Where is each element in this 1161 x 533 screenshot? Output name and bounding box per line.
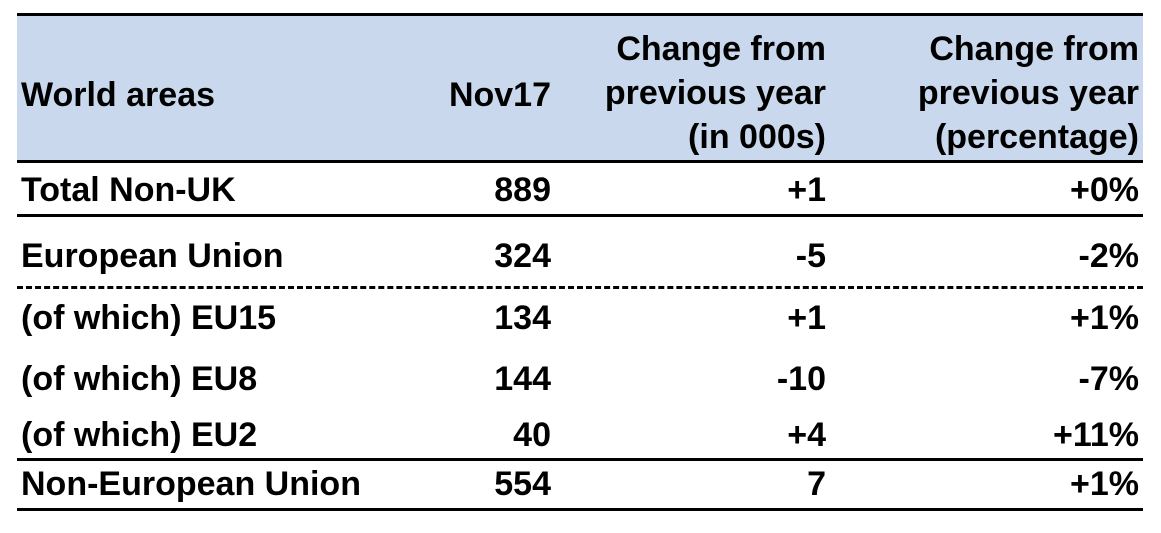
table-row-european-union: European Union 324 -5 -2%	[17, 217, 1143, 289]
table-row-total-non-uk: Total Non-UK 889 +1 +0%	[17, 163, 1143, 217]
row-nov17-value: 889	[494, 171, 551, 209]
row-area-label: European Union	[21, 237, 284, 275]
row-area-label: (of which) EU15	[21, 299, 277, 337]
row-change-000s-value: -5	[795, 237, 826, 275]
row-nov17-value: 554	[494, 465, 551, 503]
row-change-pct-value: -2%	[1078, 237, 1139, 275]
row-change-pct-value: +1%	[1070, 465, 1139, 503]
header-change-pct-line-3: (percentage)	[934, 118, 1139, 156]
row-change-000s-value: +1	[787, 299, 826, 337]
world-areas-table: World areas Nov17 Change from previous y…	[17, 13, 1143, 511]
row-nov17-value: 324	[494, 237, 551, 275]
row-area-label: (of which) EU8	[21, 360, 258, 398]
row-change-000s-value: -10	[776, 360, 826, 398]
table-header: World areas Nov17 Change from previous y…	[17, 13, 1143, 163]
row-area-label: Total Non-UK	[21, 171, 236, 209]
table-row-eu2: (of which) EU2 40 +4 +11%	[17, 412, 1143, 461]
header-nov17: Nov17	[448, 76, 551, 114]
row-nov17-value: 144	[494, 360, 551, 398]
row-change-pct-value: +1%	[1070, 299, 1139, 337]
header-change-000s-line-3: (in 000s)	[688, 118, 826, 156]
row-area-label: (of which) EU2	[21, 416, 258, 454]
header-change-000s-line-2: previous year	[604, 74, 826, 112]
header-change-percentage: Change from previous year (percentage)	[918, 27, 1139, 159]
row-area-label: Non-European Union	[21, 465, 361, 503]
row-nov17-value: 134	[494, 299, 551, 337]
row-change-pct-value: +0%	[1070, 171, 1139, 209]
header-change-pct-line-1: Change from	[929, 30, 1139, 68]
table-row-non-european-union: Non-European Union 554 7 +1%	[17, 461, 1143, 511]
header-change-pct-line-2: previous year	[917, 74, 1139, 112]
row-change-000s-value: 7	[807, 465, 826, 503]
table-row-eu15: (of which) EU15 134 +1 +1%	[17, 289, 1143, 351]
row-change-pct-value: +11%	[1052, 416, 1139, 454]
header-world-areas: World areas	[21, 76, 216, 114]
table-row-eu8: (of which) EU8 144 -10 -7%	[17, 351, 1143, 412]
row-change-000s-value: +4	[787, 416, 826, 454]
header-change-000s-line-1: Change from	[616, 30, 826, 68]
row-nov17-value: 40	[513, 416, 551, 454]
row-change-000s-value: +1	[787, 171, 826, 209]
header-change-000s: Change from previous year (in 000s)	[605, 27, 826, 159]
row-change-pct-value: -7%	[1078, 360, 1139, 398]
